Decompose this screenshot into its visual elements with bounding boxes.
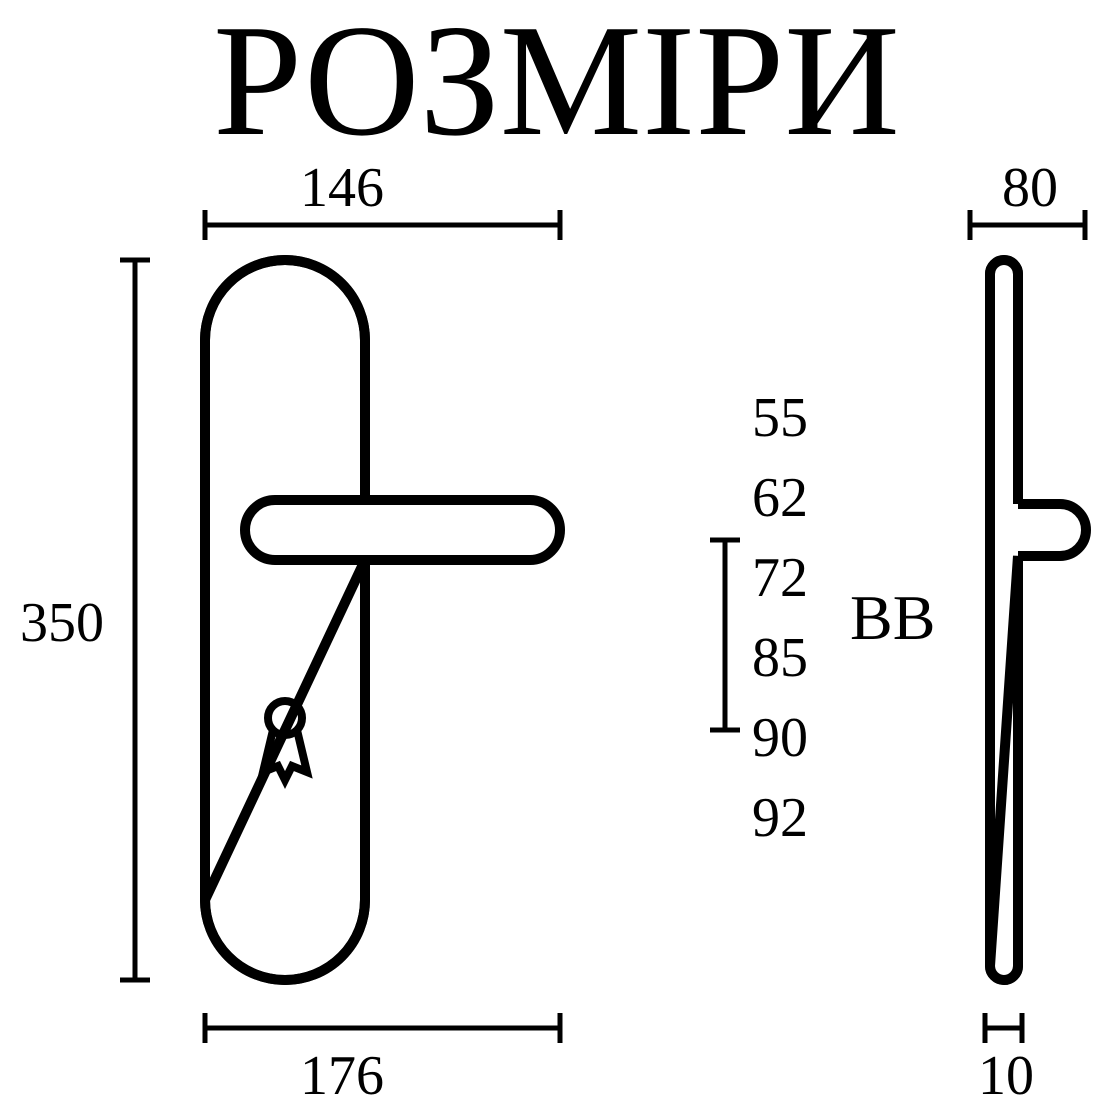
label-height-350: 350	[20, 595, 104, 651]
label-type-bb: BB	[850, 586, 935, 650]
label-spacing-85: 85	[752, 630, 808, 686]
front-view	[205, 260, 560, 980]
front-handle	[245, 500, 560, 560]
label-top-80: 80	[1002, 160, 1058, 216]
front-plate	[205, 260, 365, 980]
dim-bottom-10	[985, 1013, 1022, 1043]
side-view	[990, 260, 1086, 980]
label-bottom-10: 10	[978, 1048, 1034, 1104]
label-spacing-55: 55	[752, 390, 808, 446]
label-spacing-92: 92	[752, 790, 808, 846]
dim-bottom-176	[205, 1013, 560, 1043]
diagram-container: РОЗМІРИ	[0, 0, 1113, 1113]
diagram-svg	[0, 0, 1113, 1113]
label-spacing-62: 62	[752, 470, 808, 526]
dim-height-350	[120, 260, 150, 980]
dim-spacing-bracket	[710, 540, 740, 730]
label-spacing-72: 72	[752, 550, 808, 606]
label-spacing-90: 90	[752, 710, 808, 766]
label-top-146: 146	[300, 160, 384, 216]
label-bottom-176: 176	[300, 1048, 384, 1104]
side-handle	[1018, 504, 1086, 556]
